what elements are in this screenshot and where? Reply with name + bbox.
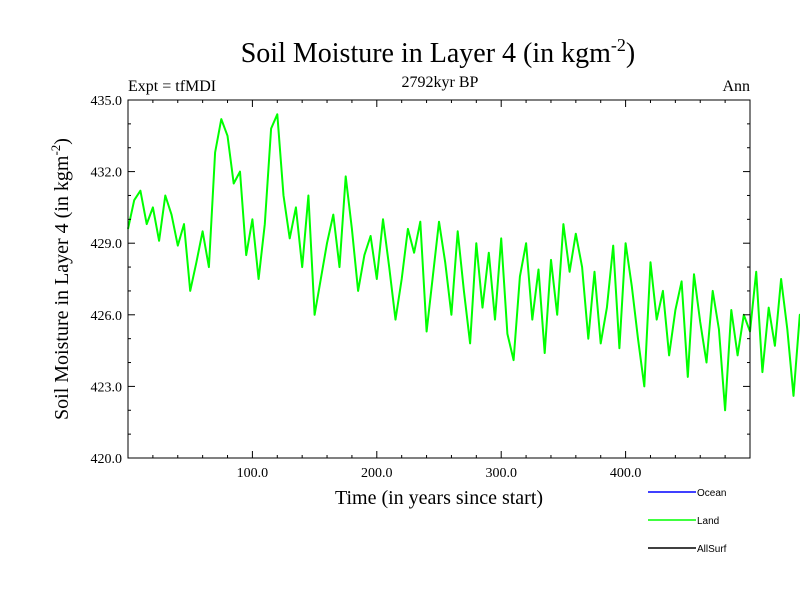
y-tick-label: 429.0 bbox=[91, 237, 123, 252]
legend-label-ocean: Ocean bbox=[697, 488, 726, 499]
y-tick-label: 432.0 bbox=[91, 166, 123, 181]
legend: Ocean Land AllSurf bbox=[648, 488, 727, 555]
x-axis-ticks: 100.0 200.0 300.0 400.0 bbox=[152, 100, 726, 481]
y-tick-label: 435.0 bbox=[91, 94, 123, 109]
season-label: Ann bbox=[722, 78, 750, 95]
plot-frame bbox=[127, 99, 751, 459]
x-tick-label: 100.0 bbox=[237, 466, 269, 481]
y-axis-ticks: 420.0 423.0 426.0 429.0 432.0 435.0 bbox=[91, 94, 750, 467]
legend-label-land: Land bbox=[697, 516, 719, 527]
x-axis-label: Time (in years since start) bbox=[335, 487, 543, 509]
series-line-land bbox=[127, 113, 800, 412]
y-axis-label: Soil Moisture in Layer 4 (in kgm-2) bbox=[48, 138, 73, 420]
experiment-label: Expt = tfMDI bbox=[128, 78, 216, 95]
period-label: 2792kyr BP bbox=[402, 74, 479, 91]
x-tick-label: 400.0 bbox=[610, 466, 642, 481]
series-layer bbox=[127, 113, 800, 412]
x-tick-label: 200.0 bbox=[361, 466, 393, 481]
y-tick-label: 423.0 bbox=[91, 380, 123, 395]
x-tick-label: 300.0 bbox=[485, 466, 517, 481]
y-tick-label: 426.0 bbox=[91, 309, 123, 324]
legend-label-allsurf: AllSurf bbox=[697, 544, 727, 555]
y-tick-label: 420.0 bbox=[91, 452, 123, 467]
chart-title: Soil Moisture in Layer 4 (in kgm-2) bbox=[241, 35, 636, 69]
